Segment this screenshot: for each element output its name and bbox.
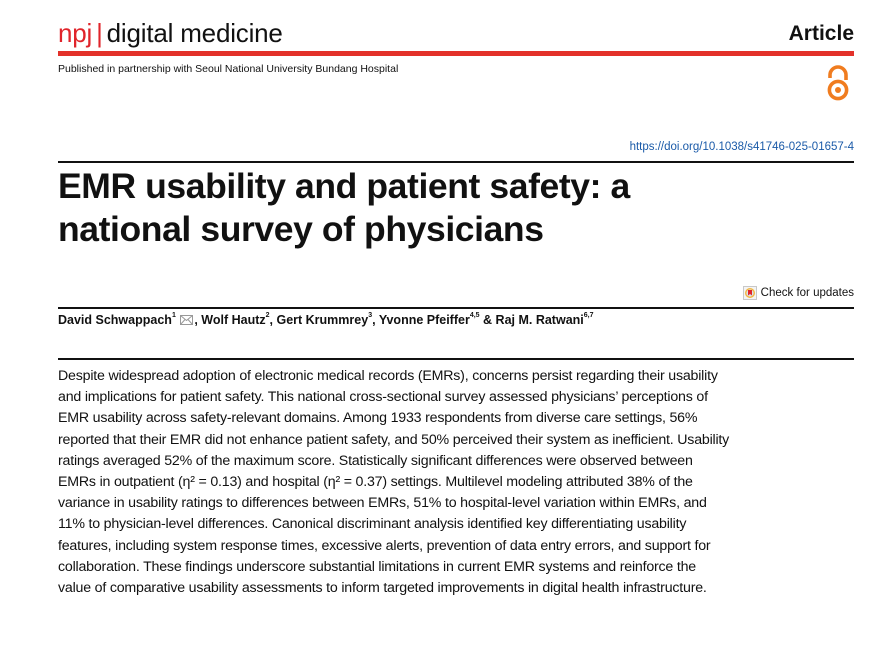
journal-name: digital medicine [106,18,283,48]
author-affiliation: 2 [265,312,270,319]
journal-separator: | [96,18,103,48]
journal-logo: npj | digital medicine [58,17,283,49]
author-list: David Schwappach1 , Wolf Hautz2, Gert Kr… [58,312,594,327]
partnership-note: Published in partnership with Seoul Nati… [58,63,399,75]
author-name[interactable]: Yvonne Pfeiffer [378,313,470,327]
title-line-1: EMR usability and patient safety: a [58,166,630,206]
doi-link[interactable]: https://doi.org/10.1038/s41746-025-01657… [629,141,854,153]
author-affiliation: 3 [368,312,373,319]
author-name[interactable]: Gert Krummrey [276,313,369,327]
abstract-text: Despite widespread adoption of electroni… [58,368,730,597]
check-for-updates-icon [742,286,757,300]
email-icon[interactable] [180,315,194,325]
author-affiliation: 4,5 [469,312,480,319]
check-for-updates-label: Check for updates [760,287,854,299]
abstract-top-divider [58,358,854,360]
check-for-updates-button[interactable]: Check for updates [742,286,854,300]
author-name[interactable]: Wolf Hautz [201,313,266,327]
open-access-lock-icon [827,65,849,101]
authors-top-divider [58,307,854,309]
header-divider [58,51,854,56]
author-name[interactable]: Raj M. Ratwani [495,313,584,327]
article-type-label: Article [788,22,854,45]
author-affiliation: 6,7 [583,312,594,319]
article-title: EMR usability and patient safety: a nati… [58,165,848,251]
title-divider [58,161,854,163]
title-line-2: national survey of physicians [58,209,544,249]
journal-prefix: npj [58,18,93,48]
author-affiliation: 1 [171,312,176,319]
author-name[interactable]: David Schwappach [58,313,172,327]
